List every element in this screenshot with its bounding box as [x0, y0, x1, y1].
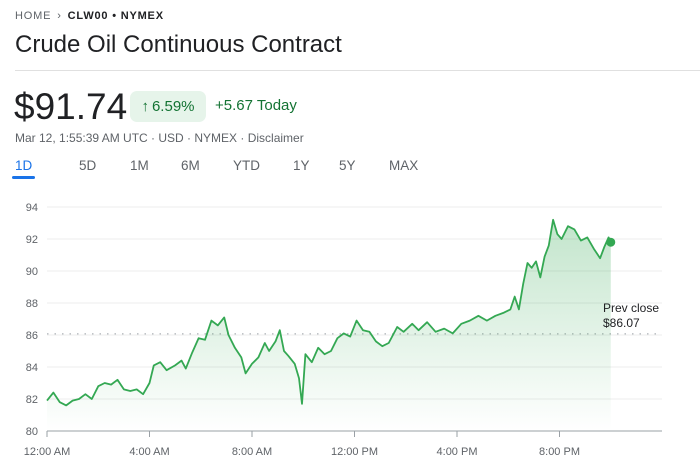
change-percent: 6.59%: [151, 98, 195, 115]
arrow-up-icon: ↑: [141, 98, 149, 115]
tab-1m[interactable]: 1M: [130, 158, 149, 173]
tab-1d[interactable]: 1D: [11, 158, 36, 179]
x-tick-label: 4:00 AM: [129, 446, 169, 458]
y-tick-label: 90: [26, 266, 38, 278]
x-tick-label: 12:00 AM: [24, 446, 70, 458]
change-today: +5.67 Today: [215, 97, 297, 114]
tab-5y[interactable]: 5Y: [339, 158, 356, 173]
current-price: $91.74: [14, 86, 128, 127]
change-percent-badge: ↑ 6.59%: [130, 91, 206, 122]
y-tick-label: 92: [26, 234, 38, 246]
y-tick-label: 86: [26, 330, 38, 342]
divider: [15, 70, 700, 71]
prev-close-value: $86.07: [603, 316, 640, 330]
price-area: [47, 219, 611, 431]
y-tick-label: 94: [26, 202, 38, 214]
y-tick-label: 88: [26, 298, 38, 310]
x-tick-label: 4:00 PM: [437, 446, 478, 458]
prev-close-label: Prev close: [603, 301, 659, 315]
page-title: Crude Oil Continuous Contract: [15, 31, 342, 58]
x-tick-label: 8:00 AM: [232, 446, 272, 458]
y-tick-label: 80: [26, 426, 38, 438]
breadcrumb: HOME › CLW00 • NYMEX: [15, 10, 164, 22]
tab-ytd[interactable]: YTD: [233, 158, 260, 173]
x-tick-label: 8:00 PM: [539, 446, 580, 458]
price-line: [46, 218, 612, 407]
chevron-right-icon: ›: [57, 10, 62, 22]
y-tick-label: 82: [26, 394, 38, 406]
current-price-dot: [606, 237, 616, 247]
tab-5d[interactable]: 5D: [79, 158, 97, 173]
x-tick-label: 12:00 PM: [331, 446, 378, 458]
tab-6m[interactable]: 6M: [181, 158, 200, 173]
breadcrumb-current: CLW00 • NYMEX: [67, 10, 164, 22]
breadcrumb-home[interactable]: HOME: [15, 10, 52, 22]
quote-subline: Mar 12, 1:55:39 AM UTC · USD · NYMEX · D…: [15, 131, 304, 145]
y-tick-label: 84: [26, 362, 38, 374]
tab-max[interactable]: MAX: [389, 158, 419, 173]
tab-1y[interactable]: 1Y: [293, 158, 310, 173]
